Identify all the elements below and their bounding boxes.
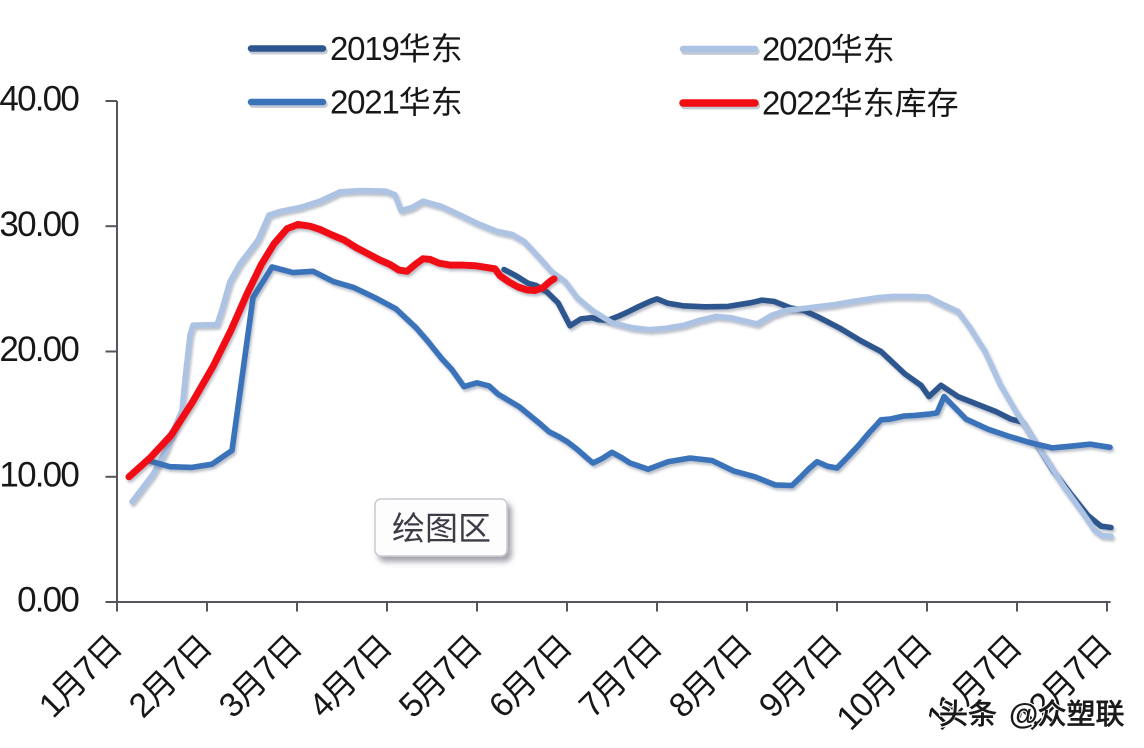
svg-text:0.00: 0.00 xyxy=(17,581,79,620)
svg-text:2022: 2022 xyxy=(762,85,831,122)
svg-text:20.00: 20.00 xyxy=(0,330,79,369)
svg-text:2020: 2020 xyxy=(762,31,831,68)
svg-text:2021: 2021 xyxy=(330,84,399,121)
svg-text:10.00: 10.00 xyxy=(0,455,79,494)
svg-text:40.00: 40.00 xyxy=(0,80,79,119)
svg-text:2019: 2019 xyxy=(330,30,399,67)
svg-text:@: @ xyxy=(1009,698,1038,731)
svg-text:30.00: 30.00 xyxy=(0,205,79,244)
